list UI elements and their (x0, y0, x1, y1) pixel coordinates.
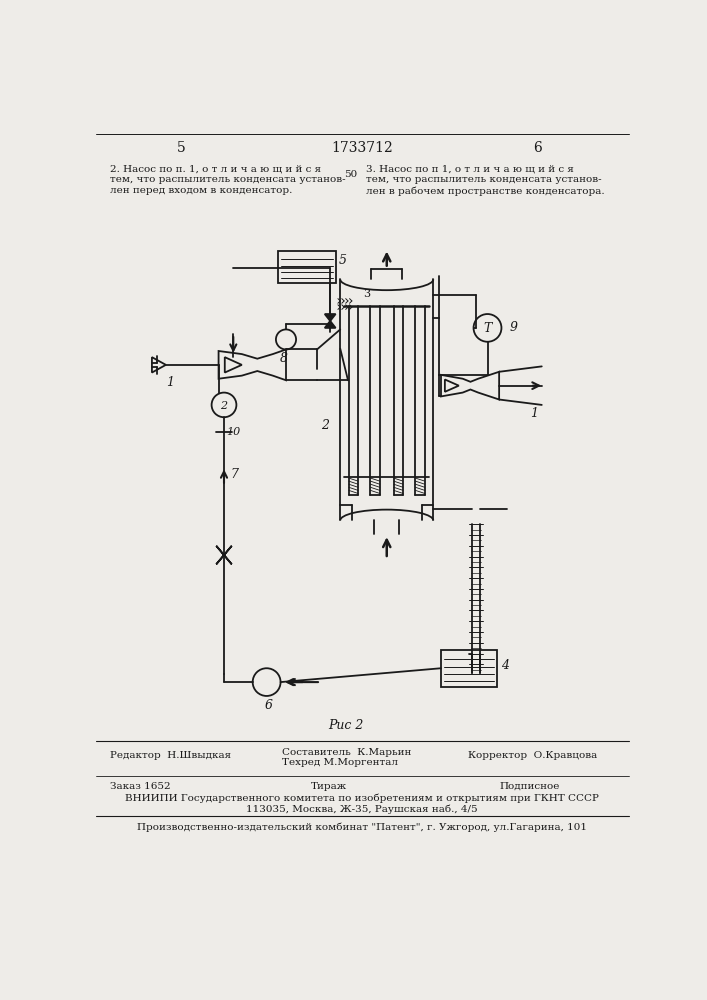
Text: 1733712: 1733712 (331, 141, 393, 155)
Text: 3: 3 (363, 289, 370, 299)
Text: 8: 8 (280, 352, 288, 365)
Bar (441, 650, 497, 687)
Text: Производственно-издательский комбинат "Патент", г. Ужгород, ул.Гагарина, 101: Производственно-издательский комбинат "П… (137, 822, 587, 832)
Text: лен в рабочем пространстве конденсатора.: лен в рабочем пространстве конденсатора. (366, 186, 604, 196)
Text: 6: 6 (534, 141, 542, 155)
Text: 3. Насос по п 1, о т л и ч а ю щ и й с я: 3. Насос по п 1, о т л и ч а ю щ и й с я (366, 165, 573, 174)
Text: 2: 2 (321, 419, 329, 432)
Text: 2. Насос по п. 1, о т л и ч а ю щ и й с я: 2. Насос по п. 1, о т л и ч а ю щ и й с … (110, 165, 321, 174)
Text: 7: 7 (230, 468, 238, 481)
Text: Заказ 1652: Заказ 1652 (110, 782, 170, 791)
Text: Редактор  Н.Швыдкая: Редактор Н.Швыдкая (110, 751, 231, 760)
Text: 4: 4 (501, 659, 508, 672)
Text: тем, что распылитель конденсата установ-: тем, что распылитель конденсата установ- (110, 175, 346, 184)
Text: лен перед входом в конденсатор.: лен перед входом в конденсатор. (110, 186, 293, 195)
Polygon shape (325, 314, 336, 328)
Text: 5: 5 (177, 141, 186, 155)
Text: 6: 6 (264, 699, 272, 712)
Text: T: T (484, 322, 491, 335)
Bar (279, 251, 337, 283)
Text: Корректор  О.Кравцова: Корректор О.Кравцова (468, 751, 597, 760)
Text: 50: 50 (344, 170, 357, 179)
Text: 1: 1 (166, 376, 174, 389)
Text: Тираж: Тираж (310, 782, 346, 791)
Text: Составитель  К.Марьин: Составитель К.Марьин (282, 748, 411, 757)
Text: 9: 9 (509, 321, 518, 334)
Text: ВНИИПИ Государственного комитета по изобретениям и открытиям при ГКНТ СССР: ВНИИПИ Государственного комитета по изоб… (125, 794, 599, 803)
Text: 10: 10 (226, 427, 240, 437)
Text: 113035, Москва, Ж-35, Раушская наб., 4/5: 113035, Москва, Ж-35, Раушская наб., 4/5 (246, 805, 478, 814)
Text: тем, что распылитель конденсата установ-: тем, что распылитель конденсата установ- (366, 175, 602, 184)
Text: 5: 5 (339, 254, 346, 267)
Text: 2: 2 (221, 401, 228, 411)
Text: Рис 2: Рис 2 (329, 719, 364, 732)
Text: 1: 1 (530, 407, 538, 420)
Text: Техред М.Моргентал: Техред М.Моргентал (282, 758, 398, 767)
Text: Подписное: Подписное (499, 782, 559, 791)
